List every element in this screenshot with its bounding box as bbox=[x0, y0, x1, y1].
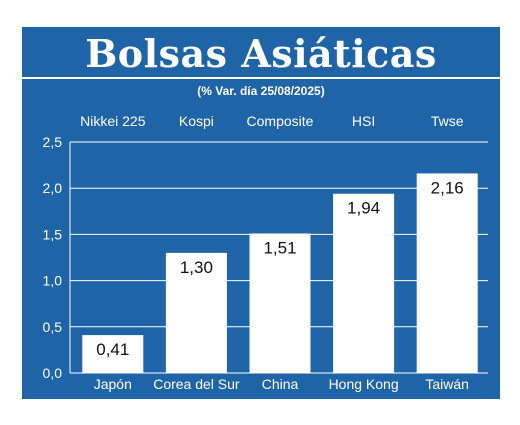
chart-subtitle: (% Var. día 25/08/2025) bbox=[197, 84, 325, 98]
bar bbox=[249, 233, 311, 373]
data-label: 0,41 bbox=[96, 340, 129, 359]
y-tick-label: 2,0 bbox=[43, 180, 63, 196]
data-label: 2,16 bbox=[431, 178, 464, 197]
chart-title: Bolsas Asiáticas bbox=[85, 31, 437, 76]
index-label: Composite bbox=[247, 113, 314, 129]
bar bbox=[416, 173, 478, 373]
y-tick-label: 0,5 bbox=[43, 319, 63, 335]
y-tick-label: 1,0 bbox=[43, 273, 63, 289]
y-tick-label: 2,5 bbox=[43, 134, 63, 150]
y-tick-label: 1,5 bbox=[43, 226, 63, 242]
x-tick-label: Japón bbox=[94, 376, 132, 392]
y-tick-label: 0,0 bbox=[43, 365, 63, 381]
bar bbox=[333, 193, 395, 373]
bar bbox=[82, 335, 144, 373]
x-tick-label: Taiwán bbox=[425, 376, 469, 392]
data-label: 1,30 bbox=[180, 258, 213, 277]
x-tick-label: Hong Kong bbox=[329, 376, 399, 392]
index-label: Twse bbox=[431, 113, 464, 129]
x-tick-label: Corea del Sur bbox=[153, 376, 240, 392]
index-label: HSI bbox=[352, 113, 375, 129]
x-tick-label: China bbox=[262, 376, 299, 392]
title-divider bbox=[22, 77, 500, 79]
bar bbox=[165, 252, 227, 373]
data-label: 1,51 bbox=[263, 238, 296, 257]
data-label: 1,94 bbox=[347, 199, 380, 218]
index-label: Kospi bbox=[179, 113, 214, 129]
index-label: Nikkei 225 bbox=[80, 113, 146, 129]
